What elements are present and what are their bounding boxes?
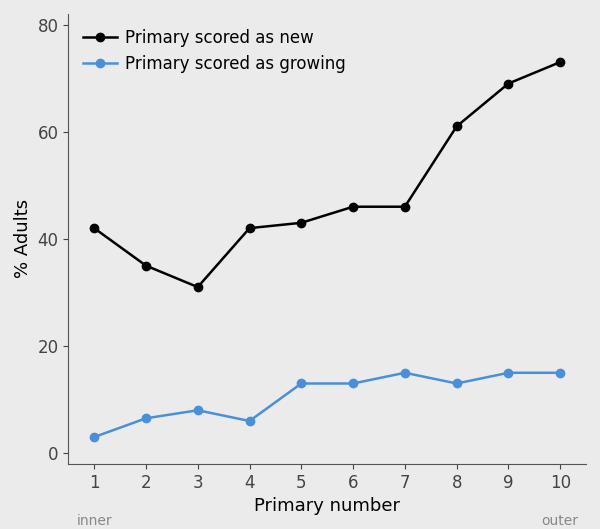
Primary scored as new [349, 204, 356, 210]
Primary scored as growing [349, 380, 356, 387]
Y-axis label: % Adults: % Adults [14, 199, 32, 278]
Primary scored as growing [194, 407, 202, 414]
Primary scored as new [142, 262, 149, 269]
Primary scored as growing [453, 380, 460, 387]
Primary scored as new [246, 225, 253, 231]
Primary scored as growing [401, 370, 409, 376]
Primary scored as growing [91, 434, 98, 440]
Primary scored as new [453, 123, 460, 130]
Primary scored as new [298, 220, 305, 226]
Primary scored as new [505, 80, 512, 87]
Primary scored as growing [246, 418, 253, 424]
Primary scored as growing [557, 370, 564, 376]
X-axis label: Primary number: Primary number [254, 497, 400, 515]
Legend: Primary scored as new, Primary scored as growing: Primary scored as new, Primary scored as… [77, 22, 352, 80]
Text: outer
feather: outer feather [535, 514, 586, 529]
Primary scored as growing [505, 370, 512, 376]
Primary scored as growing [298, 380, 305, 387]
Primary scored as new [194, 284, 202, 290]
Primary scored as new [401, 204, 409, 210]
Line: Primary scored as growing: Primary scored as growing [90, 369, 565, 441]
Primary scored as growing [142, 415, 149, 422]
Line: Primary scored as new: Primary scored as new [90, 58, 565, 291]
Primary scored as new [91, 225, 98, 231]
Text: inner
feather: inner feather [69, 514, 119, 529]
Primary scored as new [557, 59, 564, 65]
